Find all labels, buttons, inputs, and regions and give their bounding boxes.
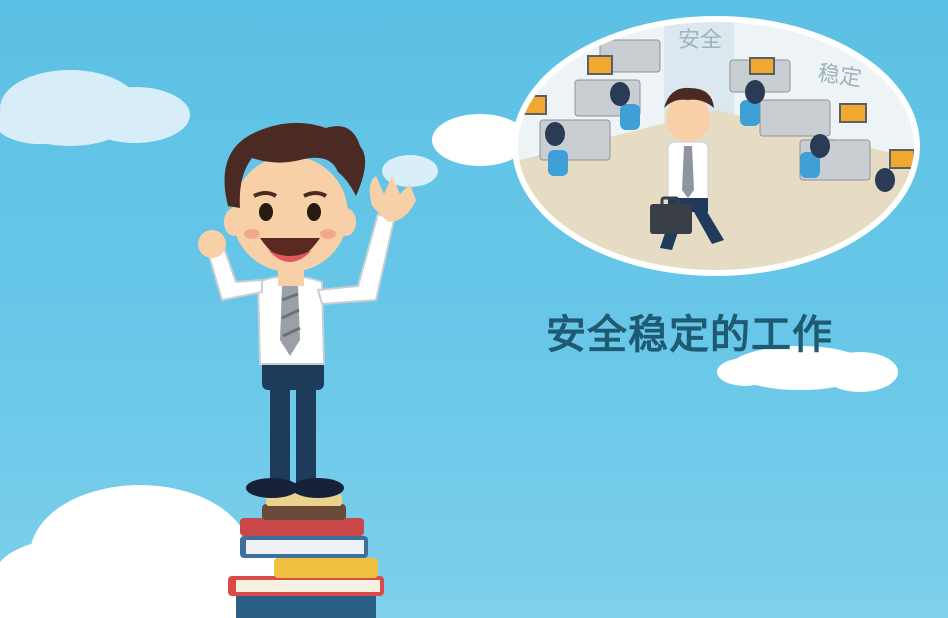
office-scene: [518, 22, 914, 270]
thought-bubble-medium: [432, 114, 528, 166]
office-sign-safety: 安全: [678, 28, 723, 53]
book-stack: [228, 494, 384, 618]
thought-bubble-small: [382, 155, 438, 187]
cheering-businessman: [198, 122, 416, 498]
office-sign-stability: 稳定: [816, 61, 864, 92]
headline-text: 安全稳定的工作: [546, 312, 833, 358]
walking-man: [650, 87, 724, 250]
cloud-top-left: [0, 70, 190, 146]
cloud-under-headline: [717, 346, 898, 392]
